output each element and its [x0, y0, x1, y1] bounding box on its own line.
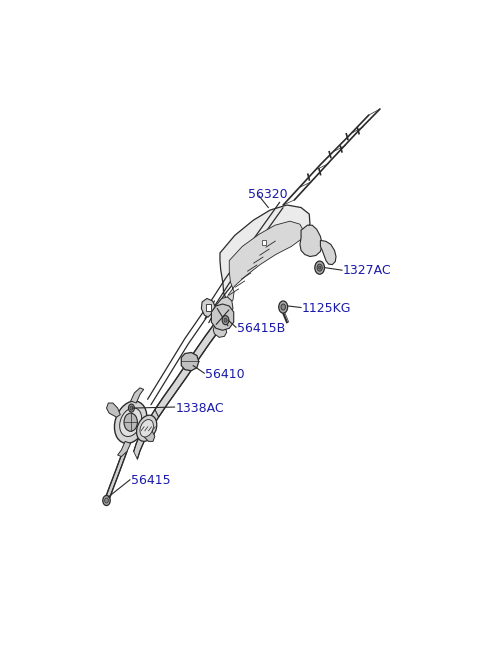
Circle shape: [315, 261, 324, 274]
Circle shape: [103, 495, 110, 506]
Polygon shape: [141, 427, 155, 441]
Ellipse shape: [140, 420, 154, 437]
Polygon shape: [155, 314, 227, 417]
Text: 56415: 56415: [131, 474, 170, 487]
Text: 56320: 56320: [248, 188, 288, 201]
Text: 56415B: 56415B: [237, 322, 285, 335]
Circle shape: [224, 318, 227, 322]
Circle shape: [124, 413, 137, 431]
Circle shape: [317, 264, 322, 271]
Circle shape: [279, 301, 288, 313]
Text: 56410: 56410: [205, 368, 245, 380]
Polygon shape: [213, 205, 310, 323]
Bar: [221, 304, 225, 310]
Polygon shape: [300, 225, 322, 256]
Circle shape: [222, 316, 229, 325]
Polygon shape: [107, 403, 120, 417]
Polygon shape: [181, 352, 199, 371]
Text: 1338AC: 1338AC: [175, 401, 224, 415]
Polygon shape: [321, 240, 336, 264]
Polygon shape: [212, 297, 233, 321]
Bar: [206, 304, 211, 311]
Polygon shape: [211, 304, 234, 330]
Polygon shape: [104, 450, 127, 504]
Ellipse shape: [114, 401, 147, 443]
Polygon shape: [131, 388, 144, 403]
Polygon shape: [202, 298, 216, 317]
Circle shape: [281, 304, 286, 310]
Circle shape: [130, 406, 133, 410]
Polygon shape: [227, 221, 304, 304]
Ellipse shape: [137, 415, 157, 441]
Polygon shape: [133, 409, 158, 459]
Bar: [262, 240, 266, 245]
Polygon shape: [213, 325, 227, 337]
Circle shape: [129, 404, 134, 412]
Polygon shape: [118, 441, 131, 457]
Circle shape: [105, 498, 108, 503]
Text: 1327AC: 1327AC: [343, 264, 391, 277]
Ellipse shape: [120, 408, 142, 436]
Circle shape: [319, 266, 321, 269]
Text: 1125KG: 1125KG: [302, 302, 351, 315]
